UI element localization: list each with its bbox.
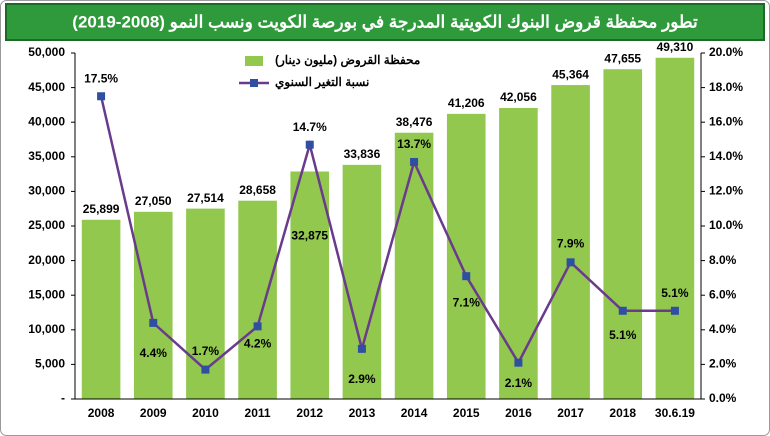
line-value-label: 17.5% <box>84 71 118 85</box>
bar <box>133 211 173 399</box>
y2-tick-label: 10.0% <box>709 218 743 232</box>
line-value-label: 14.7% <box>293 120 327 134</box>
line-value-label: 4.2% <box>244 337 272 351</box>
line-marker <box>514 358 523 367</box>
line-marker <box>462 272 471 281</box>
chart-title: تطور محفظة قروض البنوك الكويتية المدرجة … <box>72 12 698 32</box>
x-tick-label: 2018 <box>609 406 636 420</box>
y2-tick-label: 14.0% <box>709 149 743 163</box>
title-bar <box>5 3 765 41</box>
line-marker <box>305 140 314 149</box>
bar <box>81 219 121 399</box>
y2-tick-label: 0.0% <box>709 391 737 405</box>
x-tick-label: 2013 <box>349 406 376 420</box>
y-tick-label: 35,000 <box>28 149 65 163</box>
y-tick-label: 50,000 <box>28 45 65 59</box>
bar <box>551 85 590 400</box>
line-value-label: 5.1% <box>661 286 689 300</box>
bar-value-label: 27,514 <box>187 191 224 205</box>
y-tick-label: 5,000 <box>35 357 65 371</box>
line-value-label: 5.1% <box>609 328 637 342</box>
y2-tick-label: 18.0% <box>709 80 743 94</box>
x-tick-label: 2012 <box>296 406 323 420</box>
y-tick-label: - <box>61 391 65 405</box>
bar <box>290 171 330 399</box>
line <box>99 95 675 372</box>
line-marker <box>201 365 210 374</box>
y2-tick-label: 2.0% <box>709 357 737 371</box>
bar <box>655 57 695 399</box>
bar <box>342 164 382 399</box>
bar <box>394 132 434 399</box>
y2-tick-label: 20.0% <box>709 45 743 59</box>
y2-tick-label: 6.0% <box>709 287 737 301</box>
y-tick-label: 30,000 <box>28 184 65 198</box>
line-value-label: 7.9% <box>557 237 585 251</box>
bar-value-label: 32,875 <box>291 229 328 243</box>
line-value-label: 1.7% <box>192 344 220 358</box>
legend-label: نسبة التغير السنوي <box>275 75 369 90</box>
bar-value-label: 45,364 <box>552 67 589 81</box>
x-tick-label: 2011 <box>245 406 271 420</box>
line-marker <box>149 318 158 327</box>
bar <box>446 113 486 399</box>
x-tick-label: 2014 <box>401 406 428 420</box>
x-tick-label: 30.6.19 <box>655 406 695 420</box>
x-tick-label: 2010 <box>192 406 219 420</box>
line-marker <box>253 322 262 331</box>
y2-tick-label: 16.0% <box>709 114 743 128</box>
bar-value-label: 25,899 <box>83 202 120 216</box>
x-tick-label: 2015 <box>453 406 480 420</box>
x-tick-label: 2017 <box>557 406 584 420</box>
bar <box>499 107 538 400</box>
y-tick-label: 20,000 <box>28 253 65 267</box>
x-tick-label: 2008 <box>88 406 115 420</box>
x-tick-label: 2016 <box>505 406 532 420</box>
line-marker <box>618 306 627 315</box>
y-tick-label: 15,000 <box>28 287 65 301</box>
line-marker <box>566 258 575 267</box>
bar-value-label: 42,056 <box>500 90 537 104</box>
legend-swatch-marker <box>250 79 258 87</box>
bar-value-label: 33,836 <box>344 147 381 161</box>
bar <box>603 69 643 399</box>
bar-value-label: 41,206 <box>448 96 485 110</box>
bar-value-label: 27,050 <box>135 194 172 208</box>
line-marker <box>357 344 366 353</box>
legend-swatch <box>245 56 263 66</box>
bar-value-label: 38,476 <box>396 115 433 129</box>
y2-tick-label: 4.0% <box>709 322 737 336</box>
bar-value-label: 47,655 <box>604 51 641 65</box>
y-tick-label: 40,000 <box>28 114 65 128</box>
line-marker <box>97 92 106 101</box>
line-marker <box>410 157 419 166</box>
line-value-label: 13.7% <box>397 137 431 151</box>
legend-label: محفظة القروض (مليون دينار) <box>275 53 420 68</box>
bar <box>238 200 277 399</box>
line-marker <box>670 306 679 315</box>
line-value-label: 2.1% <box>505 376 533 390</box>
line-value-label: 2.9% <box>348 372 376 386</box>
bar-value-label: 28,658 <box>239 183 276 197</box>
y-tick-label: 45,000 <box>28 80 65 94</box>
y2-tick-label: 12.0% <box>709 184 743 198</box>
line-value-label: 7.1% <box>453 295 481 309</box>
y2-tick-label: 8.0% <box>709 253 737 267</box>
bar-value-label: 49,310 <box>657 40 694 54</box>
y-tick-label: 25,000 <box>28 218 65 232</box>
line-value-label: 4.4% <box>140 346 168 360</box>
y-tick-label: 10,000 <box>28 322 65 336</box>
x-tick-label: 2009 <box>140 406 167 420</box>
